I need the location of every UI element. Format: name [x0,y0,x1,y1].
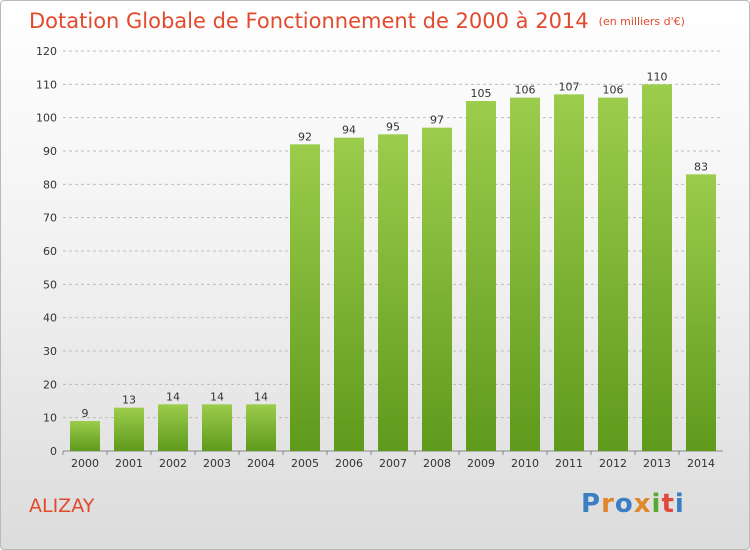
bar-2002[interactable] [158,404,188,451]
y-tick-label: 20 [43,378,57,391]
x-tick-label-2002: 2002 [159,457,187,470]
x-tick-label-2012: 2012 [599,457,627,470]
x-tick-label-2011: 2011 [555,457,583,470]
x-tick-label-2014: 2014 [687,457,715,470]
x-tick-label-2003: 2003 [203,457,231,470]
data-label-2014: 83 [694,160,708,173]
y-tick-label: 50 [43,278,57,291]
y-tick-label: 60 [43,245,57,258]
bar-2003[interactable] [202,404,232,451]
data-label-2005: 92 [298,130,312,143]
x-tick-label-2009: 2009 [467,457,495,470]
logo-letter: r [601,489,615,519]
x-tick-label-2001: 2001 [115,457,143,470]
y-tick-label: 120 [36,45,57,58]
data-label-2011: 107 [559,80,580,93]
bar-2000[interactable] [70,421,100,451]
data-label-2010: 106 [515,84,536,97]
unit-note: (en milliers d'€) [598,15,685,28]
bar-2010[interactable] [510,97,540,452]
logo-letter: i [674,489,685,519]
logo-letter: t [661,489,675,519]
logo-letter: P [581,489,602,519]
x-tick-label-2006: 2006 [335,457,363,470]
bar-2008[interactable] [422,127,452,452]
bar-2014[interactable] [686,174,716,452]
bar-2011[interactable] [554,94,584,451]
data-label-2004: 14 [254,390,268,403]
y-tick-label: 30 [43,345,57,358]
y-tick-label: 80 [43,178,57,191]
logo-letter: o [614,489,634,519]
commune-name: ALIZAY [29,495,95,517]
y-tick-label: 0 [50,445,57,458]
data-label-2008: 97 [430,114,444,127]
y-tick-label: 90 [43,145,57,158]
data-label-2012: 106 [603,84,624,97]
x-tick-label-2010: 2010 [511,457,539,470]
y-tick-label: 70 [43,212,57,225]
y-tick-label: 10 [43,412,57,425]
proxiti-logo[interactable]: Proxiti [581,489,685,519]
bar-2001[interactable] [114,407,144,451]
bar-chart: 0 10 20 30 40 50 60 70 80 90 100 110 120 9 13 14 14 14 92… [36,45,723,470]
bar-2004[interactable] [246,404,276,451]
bar-2009[interactable] [466,101,496,451]
data-label-2001: 13 [122,394,136,407]
y-tick-label: 40 [43,312,57,325]
x-tick-label-2007: 2007 [379,457,407,470]
y-tick-label: 110 [36,78,57,91]
chart-title-text: Dotation Globale de Fonctionnement de 20… [29,9,589,33]
bar-2012[interactable] [598,97,628,452]
chart-title: Dotation Globale de Fonctionnement de 20… [29,9,685,33]
bar-2007[interactable] [378,134,408,452]
logo-letter: i [651,489,662,519]
logo-letter: x [633,489,652,519]
x-tick-label-2013: 2013 [643,457,671,470]
data-label-2007: 95 [386,120,400,133]
y-axis-ticks: 0 10 20 30 40 50 60 70 80 90 100 110 120 [36,45,57,458]
x-tick-label-2005: 2005 [291,457,319,470]
data-label-2002: 14 [166,390,180,403]
data-labels: 9 13 14 14 14 92 94 95 97 105 106 107 106 110 83 [82,70,709,420]
data-label-2000: 9 [82,407,89,420]
y-tick-label: 100 [36,112,57,125]
x-tick-label-2004: 2004 [247,457,275,470]
bar-2006[interactable] [334,137,364,451]
data-label-2013: 110 [647,70,668,83]
data-label-2009: 105 [471,87,492,100]
x-tick-label-2000: 2000 [71,457,99,470]
x-axis-ticks: 2000 2001 2002 2003 2004 2005 2006 2007 2008 2009… [62,451,715,470]
data-label-2003: 14 [210,390,224,403]
bars [70,84,716,452]
bar-2005[interactable] [290,144,320,452]
x-tick-label-2008: 2008 [423,457,451,470]
data-label-2006: 94 [342,124,356,137]
bar-2013[interactable] [642,84,672,451]
